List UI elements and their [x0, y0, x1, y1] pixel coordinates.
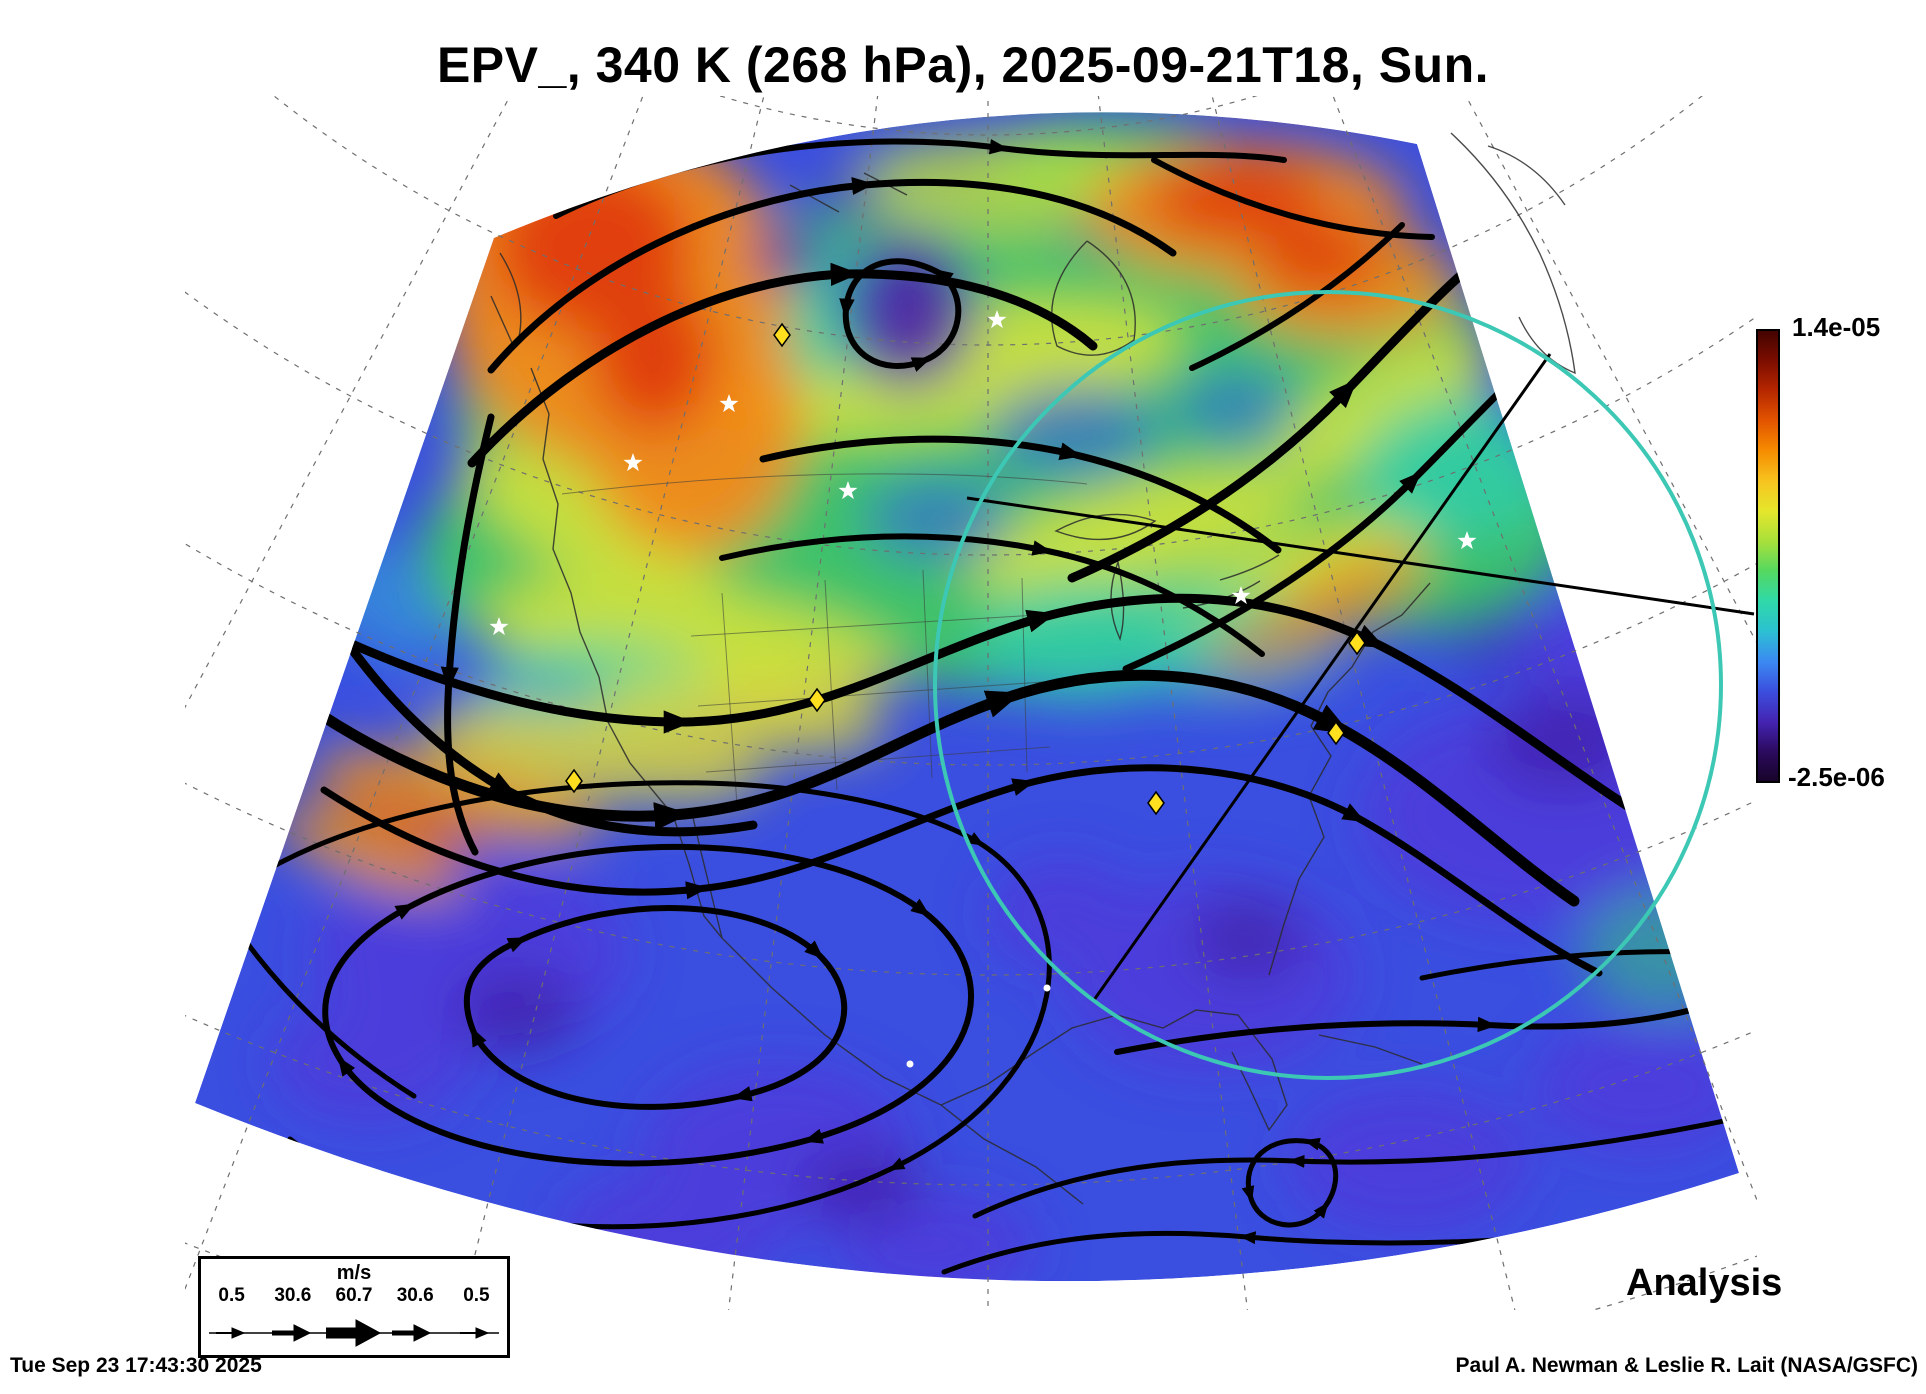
station-markers-layer — [565, 322, 1366, 816]
cross-section-lines — [966, 353, 1755, 1001]
colorbar-max-label: 1.4e-05 — [1792, 312, 1881, 342]
station-diamond-marker — [808, 687, 826, 713]
colorbar — [1756, 329, 1780, 783]
wind-arrow-medium — [392, 1324, 432, 1342]
wind-arrow-small — [460, 1327, 490, 1339]
wind-speed-value: 60.7 — [335, 1285, 373, 1306]
city-star-marker — [489, 617, 509, 636]
wind-arrow-large — [326, 1319, 382, 1347]
city-markers-layer — [489, 310, 1477, 1068]
city-star-marker — [1457, 531, 1477, 550]
credit-line: Paul A. Newman & Leslie R. Lait (NASA/GS… — [1455, 1354, 1918, 1377]
wind-streamline — [1189, 222, 1405, 371]
wind-streamline — [487, 177, 1177, 374]
wind-legend-arrows — [209, 1319, 499, 1347]
coastline — [1051, 240, 1136, 356]
wind-streamline — [322, 843, 974, 1167]
wind-streamline — [1114, 995, 1734, 1055]
cross-section-line — [1092, 353, 1552, 1001]
coastline — [1318, 1034, 1423, 1065]
streamlines-layer — [225, 138, 1739, 1275]
wind-streamline — [467, 262, 1098, 468]
city-star-marker — [719, 394, 739, 413]
wind-streamline — [719, 533, 1265, 657]
wind-arrow-medium — [272, 1324, 312, 1342]
wind-speed-value: 0.5 — [218, 1285, 245, 1306]
state-border — [561, 473, 1088, 495]
coastline — [490, 252, 522, 346]
colorbar-gradient — [1756, 329, 1780, 783]
wind-legend-values: 0.5 30.6 60.7 30.6 0.5 — [201, 1285, 507, 1307]
wind-streamline — [1151, 157, 1435, 240]
wind-streamline — [320, 764, 1603, 977]
cross-section-line — [966, 496, 1755, 616]
white-dot-marker — [906, 1060, 914, 1068]
wind-legend-units: m/s — [336, 1262, 372, 1284]
station-diamond-marker — [1327, 720, 1345, 746]
city-star-marker — [623, 453, 643, 472]
range-circle — [933, 290, 1723, 1080]
graticule-line — [185, 96, 644, 1291]
analysis-label: Analysis — [1626, 1262, 1783, 1304]
wind-streamline — [759, 435, 1282, 554]
station-diamond-marker — [773, 322, 791, 348]
station-diamond-marker — [565, 768, 583, 794]
colorbar-min-label: -2.5e-06 — [1788, 762, 1885, 792]
coastline — [530, 367, 631, 764]
city-star-marker — [987, 310, 1007, 329]
wind-streamline — [972, 1115, 1739, 1219]
wind-speed-legend: m/s 0.5 30.6 60.7 30.6 0.5 — [198, 1256, 510, 1358]
wind-streamline — [846, 258, 962, 366]
generation-timestamp: Tue Sep 23 17:43:30 2025 — [10, 1354, 262, 1377]
wind-speed-value: 0.5 — [463, 1285, 490, 1306]
city-star-marker — [838, 481, 858, 500]
wind-streamline — [289, 593, 1637, 814]
station-diamond-marker — [1348, 630, 1366, 656]
page-title: EPV_, 340 K (268 hPa), 2025-09-21T18, Su… — [436, 37, 1490, 93]
wind-speed-value: 30.6 — [274, 1285, 312, 1306]
station-diamond-marker — [1147, 790, 1165, 816]
white-dot-marker — [1043, 984, 1051, 992]
wind-arrow-small — [216, 1327, 246, 1339]
wind-streamline — [301, 575, 758, 837]
coastline — [1054, 513, 1157, 541]
coastline — [940, 1009, 1288, 1132]
city-star-marker — [1231, 586, 1251, 605]
wind-streamline — [1248, 1138, 1339, 1228]
wind-speed-value: 30.6 — [396, 1285, 434, 1306]
